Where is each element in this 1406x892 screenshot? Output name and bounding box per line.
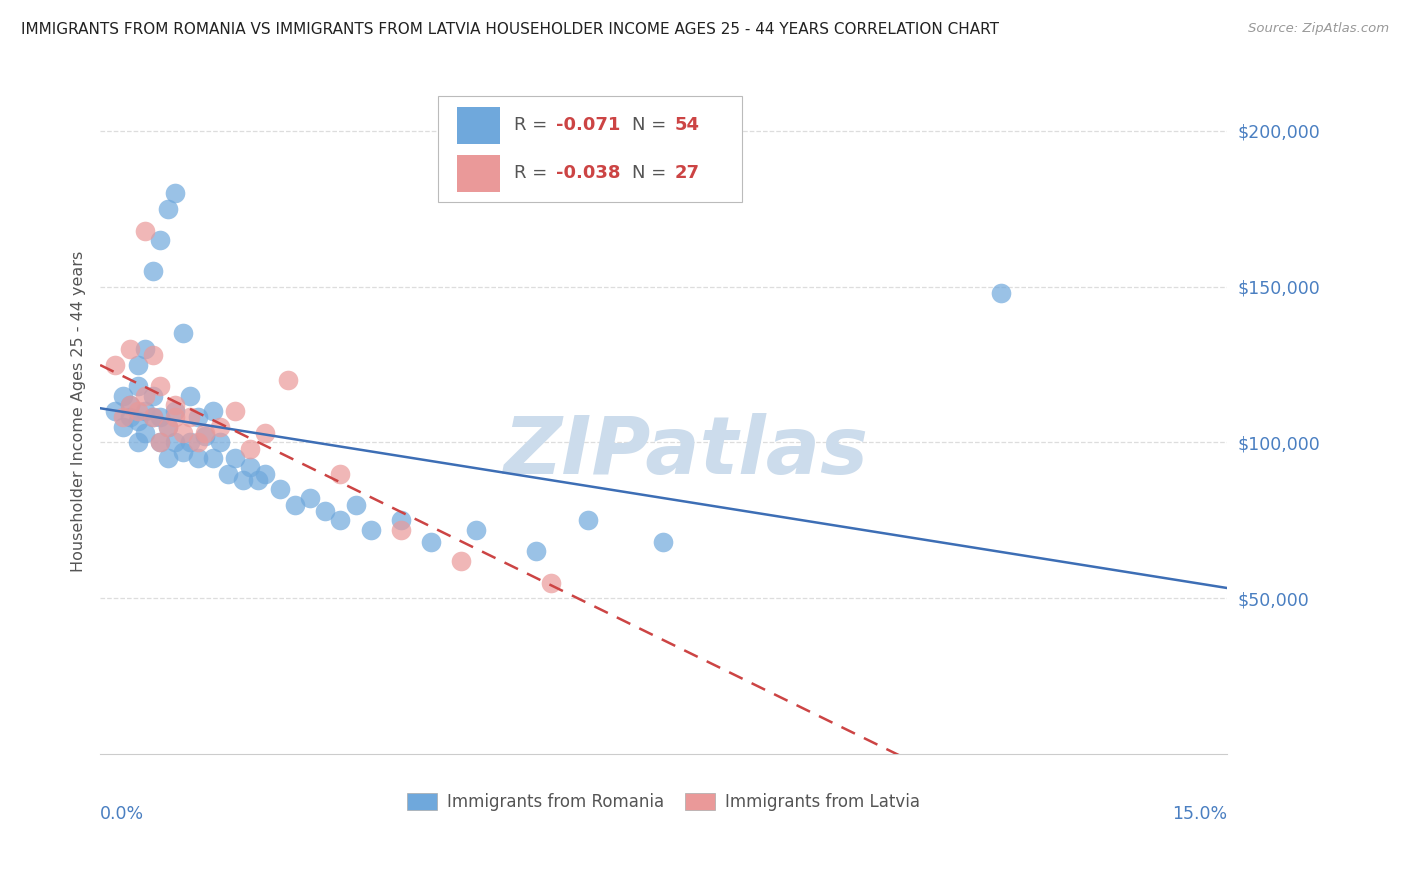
Point xyxy=(111,410,134,425)
Point xyxy=(156,450,179,465)
Legend: Immigrants from Romania, Immigrants from Latvia: Immigrants from Romania, Immigrants from… xyxy=(401,786,927,818)
Text: IMMIGRANTS FROM ROMANIA VS IMMIGRANTS FROM LATVIA HOUSEHOLDER INCOME AGES 25 - 4: IMMIGRANTS FROM ROMANIA VS IMMIGRANTS FR… xyxy=(21,22,1000,37)
Point xyxy=(165,186,187,201)
Point xyxy=(464,523,486,537)
Point xyxy=(127,358,149,372)
Point xyxy=(209,419,232,434)
Point xyxy=(209,435,232,450)
Point xyxy=(217,467,239,481)
FancyBboxPatch shape xyxy=(457,154,501,193)
Point xyxy=(149,435,172,450)
Point xyxy=(201,404,224,418)
Point xyxy=(389,523,412,537)
Point xyxy=(179,389,201,403)
Point xyxy=(165,398,187,412)
Point xyxy=(360,523,382,537)
Point xyxy=(127,404,149,418)
Text: R =: R = xyxy=(513,117,553,135)
Point xyxy=(134,404,156,418)
Point xyxy=(142,264,165,278)
Point xyxy=(104,358,127,372)
Point xyxy=(111,389,134,403)
Point xyxy=(142,410,165,425)
Point xyxy=(269,482,291,496)
Point xyxy=(524,544,547,558)
Point xyxy=(576,513,599,527)
Point xyxy=(652,535,675,549)
Point xyxy=(540,575,562,590)
Point xyxy=(134,389,156,403)
Point xyxy=(149,410,172,425)
Point xyxy=(120,398,142,412)
FancyBboxPatch shape xyxy=(439,96,742,202)
Text: N =: N = xyxy=(631,117,672,135)
Point xyxy=(239,460,262,475)
Point xyxy=(246,473,269,487)
Point xyxy=(165,410,187,425)
Text: -0.038: -0.038 xyxy=(557,164,621,182)
Point xyxy=(389,513,412,527)
Text: 54: 54 xyxy=(675,117,700,135)
Point xyxy=(104,404,127,418)
Point xyxy=(172,425,194,440)
Point xyxy=(149,379,172,393)
Point xyxy=(194,429,217,443)
Point xyxy=(419,535,441,549)
Point xyxy=(120,410,142,425)
Text: -0.071: -0.071 xyxy=(557,117,621,135)
Point xyxy=(201,450,224,465)
Point xyxy=(990,285,1012,300)
Text: N =: N = xyxy=(631,164,672,182)
Point xyxy=(232,473,254,487)
Point xyxy=(156,419,179,434)
Text: Source: ZipAtlas.com: Source: ZipAtlas.com xyxy=(1249,22,1389,36)
Point xyxy=(172,444,194,458)
Point xyxy=(194,425,217,440)
Y-axis label: Householder Income Ages 25 - 44 years: Householder Income Ages 25 - 44 years xyxy=(72,251,86,572)
Point xyxy=(239,442,262,456)
FancyBboxPatch shape xyxy=(457,106,501,145)
Point xyxy=(134,223,156,237)
Point xyxy=(149,435,172,450)
Point xyxy=(224,450,246,465)
Point xyxy=(299,491,322,506)
Point xyxy=(314,504,336,518)
Point xyxy=(120,342,142,356)
Point xyxy=(187,450,209,465)
Point xyxy=(134,342,156,356)
Text: R =: R = xyxy=(513,164,553,182)
Point xyxy=(120,398,142,412)
Point xyxy=(156,202,179,216)
Point xyxy=(187,410,209,425)
Point xyxy=(344,498,367,512)
Point xyxy=(254,467,277,481)
Point xyxy=(329,467,352,481)
Point xyxy=(134,425,156,440)
Point xyxy=(284,498,307,512)
Point xyxy=(111,419,134,434)
Point xyxy=(156,419,179,434)
Text: 27: 27 xyxy=(675,164,700,182)
Point xyxy=(224,404,246,418)
Point xyxy=(142,348,165,362)
Point xyxy=(187,435,209,450)
Point xyxy=(179,410,201,425)
Point xyxy=(149,233,172,247)
Point xyxy=(127,379,149,393)
Point xyxy=(329,513,352,527)
Point xyxy=(172,326,194,341)
Text: 15.0%: 15.0% xyxy=(1171,805,1227,823)
Point xyxy=(142,389,165,403)
Point xyxy=(142,410,165,425)
Point xyxy=(277,373,299,387)
Point xyxy=(254,425,277,440)
Text: 0.0%: 0.0% xyxy=(100,805,145,823)
Point xyxy=(450,554,472,568)
Point xyxy=(179,435,201,450)
Point xyxy=(127,435,149,450)
Point xyxy=(165,435,187,450)
Text: ZIPatlas: ZIPatlas xyxy=(503,413,869,491)
Point xyxy=(127,414,149,428)
Point xyxy=(165,404,187,418)
